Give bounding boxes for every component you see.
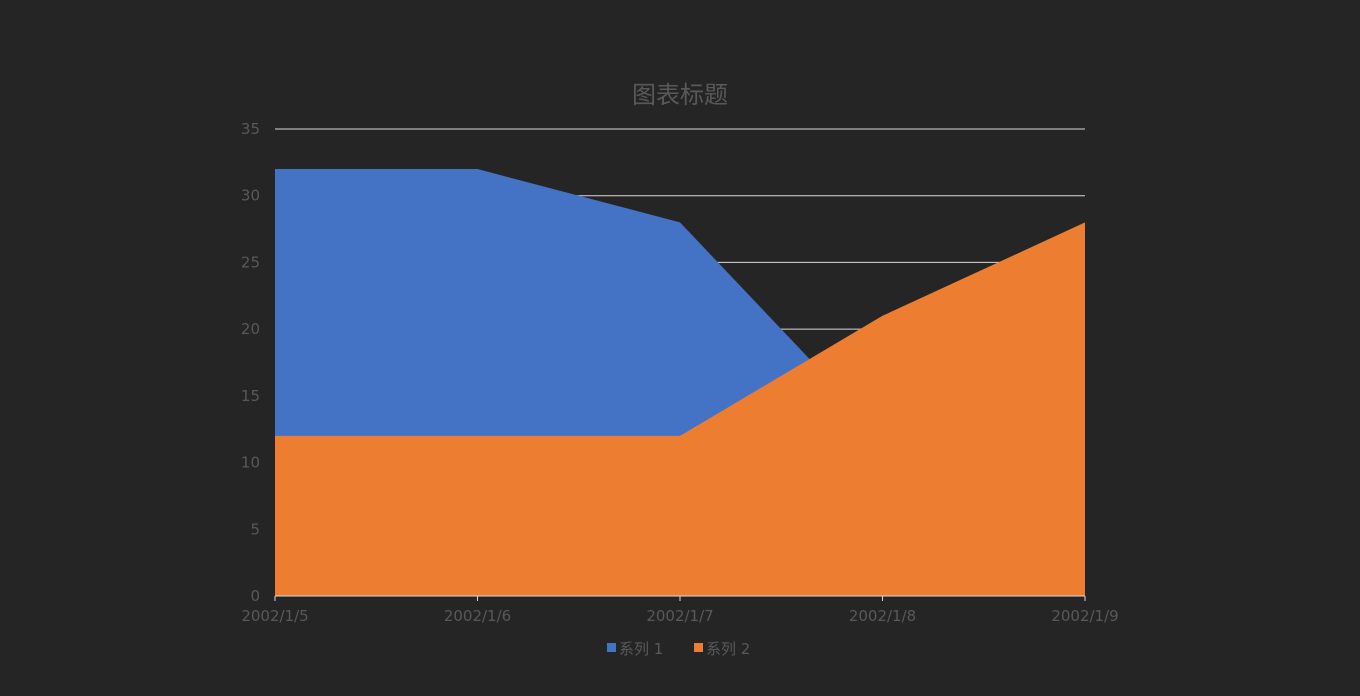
legend-label-series-1: 系列 1 [619, 640, 663, 658]
y-tick-label: 25 [241, 253, 260, 271]
y-tick-label: 10 [241, 454, 260, 472]
x-tick-label: 2002/1/9 [1051, 607, 1118, 625]
y-tick-label: 15 [241, 387, 260, 405]
legend: 系列 1 系列 2 [607, 640, 750, 658]
x-tick-label: 2002/1/5 [241, 607, 308, 625]
legend-swatch-series-2 [694, 643, 703, 652]
y-tick-label: 0 [250, 587, 260, 605]
y-tick-label: 35 [241, 120, 260, 138]
x-tick-label: 2002/1/8 [849, 607, 916, 625]
series-layer [275, 169, 1085, 596]
series-2-area [275, 222, 1085, 596]
legend-swatch-series-1 [607, 643, 616, 652]
y-tick-label: 5 [250, 520, 260, 538]
legend-label-series-2: 系列 2 [706, 640, 750, 658]
x-tick-label: 2002/1/6 [444, 607, 511, 625]
axes: 0 5 10 15 20 25 30 35 2002/1/5 2002/1/6 2002/1/7 20… [241, 120, 1119, 625]
x-tick-label: 2002/1/7 [646, 607, 713, 625]
y-tick-label: 30 [241, 187, 260, 205]
chart-title: 图表标题 [632, 81, 728, 109]
y-tick-label: 20 [241, 320, 260, 338]
